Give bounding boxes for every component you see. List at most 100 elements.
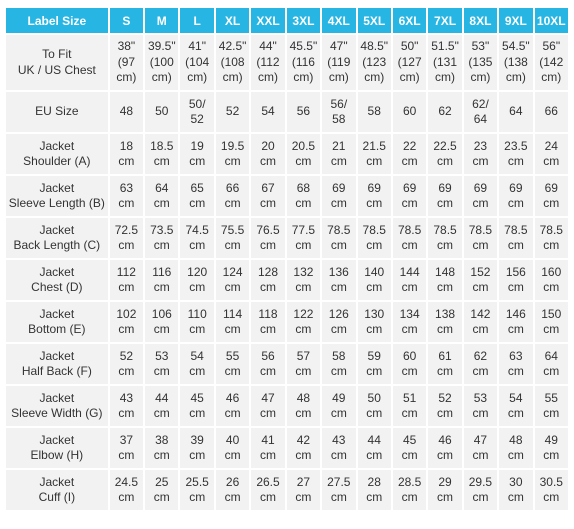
table-cell: 102 cm — [109, 302, 144, 342]
cell-value: 73.5 cm — [150, 222, 174, 253]
cell-value: 61 cm — [437, 348, 454, 379]
size-chart-container: Label Size S M L XL XXL 3XL 4XL 5XL 6XL … — [4, 6, 570, 512]
cell-value: 128 cm — [257, 264, 279, 295]
table-cell: 132 cm — [286, 260, 321, 300]
cell-value: 124 cm — [222, 264, 243, 295]
header-size: 8XL — [463, 8, 498, 33]
cell-value: 48 cm — [507, 432, 524, 463]
cell-value: 142 cm — [470, 306, 491, 337]
table-row: Jacket Cuff (I) 24.5 cm 25 cm 25.5 cm 26 cm 2… — [6, 470, 568, 510]
cell-value: 60 — [402, 104, 417, 119]
row-label: Jacket Shoulder (A) — [6, 134, 108, 174]
cell-value: 45.5" (116 cm) — [289, 39, 318, 85]
table-cell: 52 cm — [109, 344, 144, 384]
size-chart-body: To Fit UK / US Chest 38" (97 cm) 39.5" (10… — [6, 35, 568, 510]
row-label-text: Jacket Back Length (C) — [13, 222, 101, 253]
table-cell: 46 cm — [428, 428, 462, 468]
cell-value: 78.5 cm — [362, 222, 386, 253]
table-cell: 69 cm — [463, 176, 498, 216]
table-cell: 68 cm — [286, 176, 321, 216]
table-cell: 29.5 cm — [463, 470, 498, 510]
table-cell: 51.5" (131 cm) — [428, 35, 462, 90]
cell-value: 65 cm — [189, 180, 206, 211]
cell-value: 29 cm — [437, 474, 454, 505]
table-cell: 39.5" (100 cm) — [145, 35, 179, 90]
cell-value: 46 cm — [224, 390, 241, 421]
row-label: EU Size — [6, 92, 108, 132]
header-label-size: Label Size — [6, 8, 108, 33]
cell-value: 50/ 52 — [188, 96, 206, 127]
cell-value: 53 cm — [472, 390, 489, 421]
header-size: 9XL — [499, 8, 533, 33]
table-cell: 60 — [392, 92, 427, 132]
table-cell: 24 cm — [534, 134, 568, 174]
table-cell: 62 — [428, 92, 462, 132]
cell-value: 56 — [296, 104, 311, 119]
table-cell: 150 cm — [534, 302, 568, 342]
table-row: Jacket Sleeve Length (B) 63 cm 64 cm 65 cm 6… — [6, 176, 568, 216]
table-cell: 56/ 58 — [322, 92, 356, 132]
cell-value: 22 cm — [401, 138, 418, 169]
cell-value: 57 cm — [295, 348, 312, 379]
cell-value: 54.5" (138 cm) — [502, 39, 530, 85]
cell-value: 48.5" (123 cm) — [360, 39, 389, 85]
cell-value: 26.5 cm — [256, 474, 280, 505]
cell-value: 56/ 58 — [330, 96, 348, 127]
table-cell: 18 cm — [109, 134, 144, 174]
cell-value: 60 cm — [401, 348, 418, 379]
table-cell: 69 cm — [534, 176, 568, 216]
table-cell: 57 cm — [286, 344, 321, 384]
cell-value: 23.5 cm — [504, 138, 528, 169]
header-size: L — [180, 8, 214, 33]
table-cell: 148 cm — [428, 260, 462, 300]
cell-value: 50" (127 cm) — [397, 39, 422, 85]
row-label-text: Jacket Bottom (E) — [28, 306, 86, 337]
table-cell: 56" (142 cm) — [534, 35, 568, 90]
table-cell: 124 cm — [215, 260, 250, 300]
table-cell: 50 cm — [357, 386, 391, 426]
cell-value: 21.5 cm — [362, 138, 386, 169]
table-cell: 146 cm — [499, 302, 533, 342]
header-size: M — [145, 8, 179, 33]
table-cell: 62 cm — [463, 344, 498, 384]
cell-value: 39.5" (100 cm) — [147, 39, 176, 85]
cell-value: 69 cm — [401, 180, 418, 211]
cell-value: 106 cm — [151, 306, 172, 337]
cell-value: 44 cm — [366, 432, 383, 463]
table-cell: 58 — [357, 92, 391, 132]
table-cell: 156 cm — [499, 260, 533, 300]
cell-value: 41" (104 cm) — [185, 39, 210, 85]
row-label-text: EU Size — [35, 104, 79, 119]
table-cell: 152 cm — [463, 260, 498, 300]
table-cell: 63 cm — [109, 176, 144, 216]
cell-value: 27.5 cm — [327, 474, 351, 505]
row-label-text: Jacket Shoulder (A) — [23, 138, 91, 169]
table-cell: 53 cm — [145, 344, 179, 384]
cell-value: 52 — [225, 104, 240, 119]
table-cell: 66 cm — [215, 176, 250, 216]
row-label-text: Jacket Chest (D) — [31, 264, 83, 295]
table-cell: 54 cm — [180, 344, 214, 384]
table-row: To Fit UK / US Chest 38" (97 cm) 39.5" (10… — [6, 35, 568, 90]
cell-value: 112 cm — [116, 264, 136, 295]
table-cell: 44 cm — [357, 428, 391, 468]
table-cell: 136 cm — [322, 260, 356, 300]
table-cell: 50/ 52 — [180, 92, 214, 132]
table-cell: 54.5" (138 cm) — [499, 35, 533, 90]
table-cell: 27.5 cm — [322, 470, 356, 510]
table-cell: 30.5 cm — [534, 470, 568, 510]
table-row: Jacket Chest (D) 112 cm 116 cm 120 cm 124 cm… — [6, 260, 568, 300]
cell-value: 78.5 cm — [468, 222, 493, 253]
table-cell: 47 cm — [251, 386, 285, 426]
table-cell: 26 cm — [215, 470, 250, 510]
table-cell: 53" (135 cm) — [463, 35, 498, 90]
table-cell: 78.5 cm — [463, 218, 498, 258]
cell-value: 78.5 cm — [504, 222, 528, 253]
table-cell: 49 cm — [322, 386, 356, 426]
header-size: S — [109, 8, 144, 33]
table-cell: 66 — [534, 92, 568, 132]
table-cell: 49 cm — [534, 428, 568, 468]
table-cell: 20 cm — [251, 134, 285, 174]
cell-value: 45 cm — [189, 390, 206, 421]
cell-value: 69 cm — [366, 180, 383, 211]
